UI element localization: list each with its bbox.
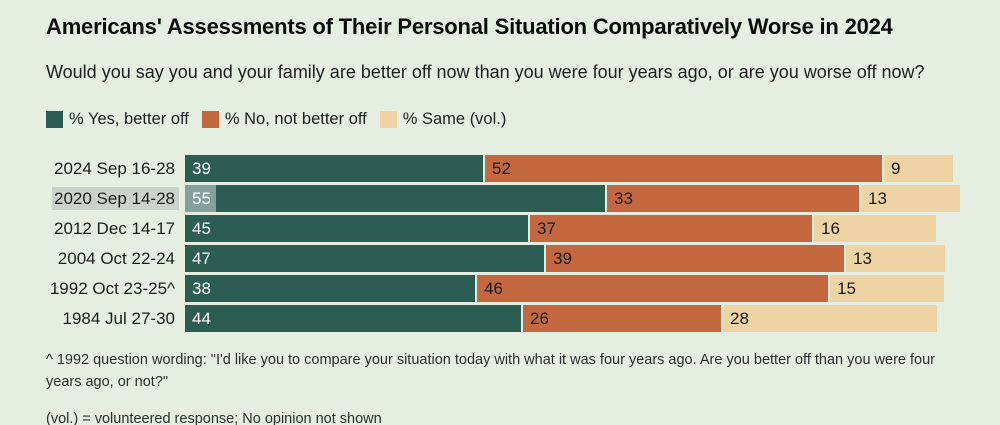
footnote-question-wording: ^ 1992 question wording: "I'd like you t… <box>46 352 935 390</box>
bar-segment-same-vol[interactable]: 28 <box>723 305 937 332</box>
row-label: 2024 Sep 16-28 <box>54 158 175 178</box>
stacked-bar: 38 46 15 <box>185 275 944 302</box>
legend-label: % Yes, better off <box>69 109 189 128</box>
legend-item: % Same (vol.) <box>379 109 507 129</box>
bar-value-label: 52 <box>492 159 511 178</box>
bar-value-label: 44 <box>192 309 211 328</box>
chart-question-subtitle: Would you say you and your family are be… <box>46 62 925 82</box>
stacked-bar: 39 52 9 <box>185 155 953 182</box>
bar-value-label: 55 <box>185 185 216 212</box>
bar-segment-yes-better-off[interactable]: 39 <box>185 155 483 182</box>
stacked-bar: 45 37 16 <box>185 215 936 242</box>
footnote-vol-definition: (vol.) = volunteered response; No opinio… <box>46 411 382 425</box>
chart-row: 2024 Sep 16-28 39 52 9 <box>46 155 954 182</box>
legend-swatch-icon <box>379 110 397 128</box>
bar-value-label: 39 <box>553 249 572 268</box>
legend-item: % No, not better off <box>201 109 367 129</box>
bar-segment-same-vol[interactable]: 9 <box>884 155 953 182</box>
legend-swatch-icon <box>46 110 63 128</box>
bar-segment-same-vol[interactable]: 13 <box>846 245 945 272</box>
legend-label: % Same (vol.) <box>402 109 507 128</box>
bar-segment-yes-better-off[interactable]: 55 <box>185 185 605 212</box>
bar-value-label: 16 <box>821 219 840 238</box>
chart-row: 1984 Jul 27-30 44 26 28 <box>46 305 954 332</box>
bar-segment-same-vol[interactable]: 13 <box>861 185 960 212</box>
bar-value-label: 15 <box>837 279 856 298</box>
chart: 2024 Sep 16-28 39 52 9 2020 Sep 14-28 55 33 13 2… <box>46 155 960 332</box>
bar-value-label: 37 <box>537 219 556 238</box>
bar-segment-no-not-better-off[interactable]: 37 <box>530 215 812 242</box>
bar-segment-no-not-better-off[interactable]: 52 <box>485 155 882 182</box>
row-label: 1984 Jul 27-30 <box>62 308 175 328</box>
bar-value-label: 13 <box>853 249 872 268</box>
page-title: Americans' Assessments of Their Personal… <box>46 14 893 39</box>
bar-value-label: 45 <box>192 219 211 238</box>
chart-row: 2012 Dec 14-17 45 37 16 <box>46 215 954 242</box>
bar-segment-same-vol[interactable]: 16 <box>814 215 936 242</box>
bar-segment-no-not-better-off[interactable]: 39 <box>546 245 844 272</box>
row-label: 1992 Oct 23-25^ <box>49 278 175 298</box>
legend-swatch-icon <box>201 110 219 128</box>
row-label: 2004 Oct 22-24 <box>57 248 175 268</box>
legend-item: % Yes, better off <box>46 110 189 129</box>
bar-segment-no-not-better-off[interactable]: 46 <box>477 275 828 302</box>
bar-segment-yes-better-off[interactable]: 38 <box>185 275 475 302</box>
row-label-selection-highlight: 2020 Sep 14-28 <box>52 186 179 210</box>
bar-segment-yes-better-off[interactable]: 47 <box>185 245 544 272</box>
row-label: 2012 Dec 14-17 <box>54 218 175 238</box>
bar-value-label: 39 <box>192 159 211 178</box>
bar-value-label: 26 <box>530 309 549 328</box>
bar-value-label: 46 <box>484 279 503 298</box>
bar-segment-no-not-better-off[interactable]: 26 <box>523 305 721 332</box>
bar-value-label: 38 <box>192 279 211 298</box>
chart-row: 2020 Sep 14-28 55 33 13 <box>46 185 960 212</box>
chart-row: 2004 Oct 22-24 47 39 13 <box>46 245 954 272</box>
bar-value-label: 13 <box>868 189 887 208</box>
chart-row: 1992 Oct 23-25^ 38 46 15 <box>46 275 954 302</box>
bar-value-label: 28 <box>730 309 749 328</box>
stacked-bar: 47 39 13 <box>185 245 945 272</box>
bar-segment-yes-better-off[interactable]: 44 <box>185 305 521 332</box>
bar-value-label: 47 <box>192 249 211 268</box>
legend: % Yes, better off % No, not better off % S… <box>46 109 954 129</box>
bar-segment-yes-better-off[interactable]: 45 <box>185 215 528 242</box>
bar-segment-no-not-better-off[interactable]: 33 <box>607 185 859 212</box>
bar-value-label: 33 <box>614 189 633 208</box>
row-label: 2020 Sep 14-28 <box>46 186 185 210</box>
bar-segment-same-vol[interactable]: 15 <box>830 275 944 302</box>
stacked-bar: 44 26 28 <box>185 305 937 332</box>
stacked-bar: 55 33 13 <box>185 185 960 212</box>
bar-value-label: 9 <box>891 159 901 178</box>
legend-label: % No, not better off <box>224 109 367 128</box>
